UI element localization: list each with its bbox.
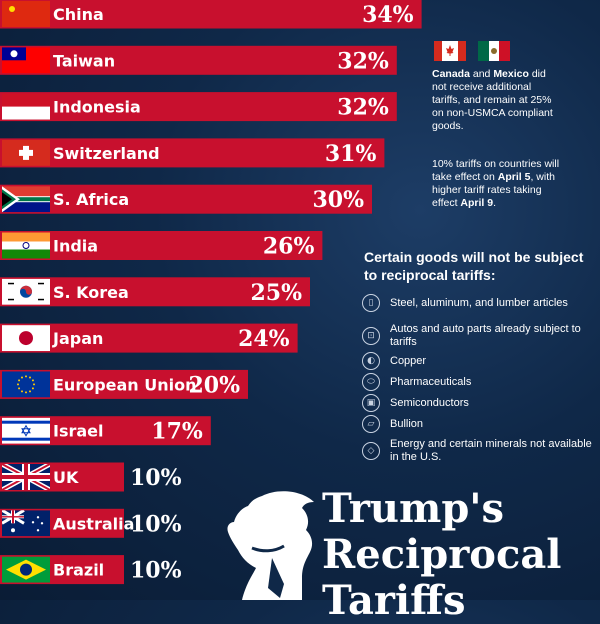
- bar-value-label: 25%: [250, 280, 302, 306]
- mexico-flag-icon: [478, 41, 510, 61]
- bar-row: Japan 24%: [0, 323, 298, 353]
- bar-value-label: 10%: [130, 558, 182, 584]
- bar: [0, 231, 323, 260]
- bar-row: China 34%: [0, 0, 422, 29]
- bar-value-label: 10%: [130, 465, 182, 491]
- bar-value-label: 26%: [263, 234, 315, 260]
- minerals-icon: ◇: [362, 442, 380, 460]
- bar: [0, 0, 422, 29]
- bar-row: Israel 17%: [0, 416, 211, 446]
- bar-category-label: S. Korea: [53, 283, 129, 302]
- bar: [0, 92, 397, 122]
- exemption-label: Semiconductors: [390, 396, 469, 409]
- country-flag-icon: [2, 464, 50, 490]
- page-title: Trump's Reciprocal Tariffs: [322, 486, 561, 624]
- bar-value-label: 34%: [362, 2, 414, 28]
- bar-category-label: S. Africa: [53, 190, 129, 209]
- exemption-label: Energy and certain minerals not availabl…: [390, 438, 592, 463]
- bar-category-label: UK: [53, 468, 79, 487]
- country-flag-icon: [2, 371, 50, 398]
- country-flag-icon: [2, 325, 50, 352]
- exemption-label: Autos and auto parts already subject to …: [390, 323, 581, 348]
- exemption-label: Copper: [390, 354, 427, 367]
- bar-value-label: 32%: [337, 95, 389, 121]
- bar-category-label: Japan: [52, 329, 103, 348]
- country-flag-icon: [2, 47, 50, 74]
- bar-row: S. Africa 30%: [0, 184, 372, 214]
- bar-row: Taiwan 32%: [0, 45, 397, 75]
- bar-row: India 26%: [0, 231, 323, 260]
- lumber-icon: ▯: [362, 294, 380, 312]
- bullion-icon: ▱: [362, 415, 380, 433]
- bar: [0, 277, 310, 307]
- exemption-item: ◐ Copper: [362, 352, 598, 370]
- country-flag-icon: [2, 93, 50, 120]
- bar-row: Indonesia 32%: [0, 92, 397, 122]
- country-flag-icon: [2, 232, 50, 259]
- bar-row: S. Korea 25%: [0, 277, 310, 307]
- bar: [0, 138, 385, 168]
- bar-value-label: 20%: [188, 372, 240, 398]
- exemption-item: ◇ Energy and certain minerals not availa…: [362, 438, 598, 464]
- country-flag-icon: [2, 1, 50, 27]
- country-flag-icon: [2, 139, 50, 166]
- trump-silhouette-icon: [227, 491, 314, 600]
- bar-category-label: China: [53, 5, 104, 24]
- bar-category-label: Indonesia: [53, 98, 141, 117]
- copper-icon: ◐: [362, 352, 380, 370]
- bar: [0, 184, 372, 214]
- country-flag-icon: [2, 510, 50, 537]
- exemption-item: ⊡ Autos and auto parts already subject t…: [362, 323, 598, 349]
- bar-value-label: 30%: [312, 187, 364, 213]
- exemptions-heading: Certain goods will not be subject to rec…: [364, 249, 584, 283]
- bar-value-label: 10%: [130, 511, 182, 537]
- title-line-2: Reciprocal: [322, 531, 562, 578]
- chip-icon: ▣: [362, 394, 380, 412]
- country-flag-icon: [2, 556, 50, 583]
- country-flag-icon: [2, 417, 50, 444]
- pills-icon: ⬭: [362, 373, 380, 391]
- exemption-label: Bullion: [390, 417, 424, 430]
- bar-value-label: 17%: [151, 419, 203, 445]
- bar-value-label: 32%: [337, 48, 389, 74]
- exemption-item: ▣ Semiconductors: [362, 394, 598, 412]
- bar-category-label: India: [53, 237, 98, 256]
- exemption-label: Pharmaceuticals: [390, 375, 472, 388]
- bar-category-label: Israel: [53, 422, 104, 441]
- bar-category-label: Brazil: [53, 561, 104, 580]
- bar-category-label: Australia: [53, 514, 134, 533]
- car-icon: ⊡: [362, 327, 380, 345]
- country-flag-icon: [2, 186, 50, 213]
- bar-row: Switzerland 31%: [0, 138, 385, 168]
- bar-category-label: Taiwan: [53, 51, 115, 70]
- bar-row: Brazil 10%: [0, 555, 182, 585]
- bar-value-label: 31%: [325, 141, 377, 167]
- bar: [0, 45, 397, 75]
- bar-value-label: 24%: [238, 326, 290, 352]
- effective-date-note: 10% tariffs on countries will take effec…: [432, 158, 560, 209]
- canada-mexico-note: Canada and Mexico did not receive additi…: [432, 68, 553, 132]
- exemption-item: ⬭ Pharmaceuticals: [362, 373, 598, 391]
- bar-category-label: Switzerland: [53, 144, 160, 163]
- exemption-item: ▱ Bullion: [362, 415, 598, 433]
- bar-category-label: European Union: [53, 375, 197, 394]
- tariff-bar-chart: China 34% Taiwan 32% Indonesia 32% Switzerland…: [0, 0, 422, 585]
- title-line-3: Tariffs: [322, 577, 466, 624]
- exemption-label: Steel, aluminum, and lumber articles: [390, 296, 568, 309]
- exemption-item: ▯ Steel, aluminum, and lumber articles: [362, 294, 598, 312]
- bar-row: UK 10%: [0, 462, 182, 492]
- canada-flag-icon: [434, 41, 466, 61]
- title-line-1: Trump's: [322, 485, 505, 532]
- country-flag-icon: [2, 278, 50, 305]
